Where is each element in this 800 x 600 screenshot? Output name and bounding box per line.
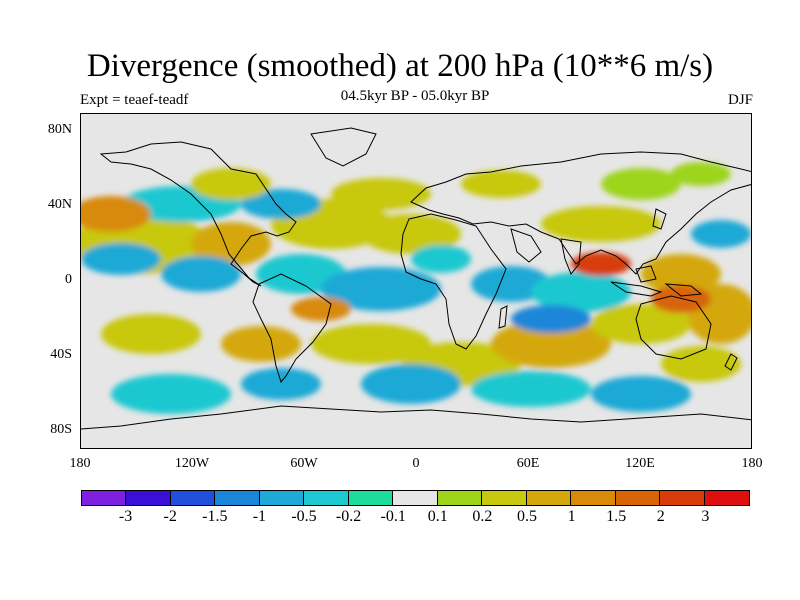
colorbar-tick-label: 0.1 bbox=[427, 508, 448, 525]
lat-label-40n: 40N bbox=[47, 197, 72, 212]
divergence-contour-region bbox=[361, 364, 461, 404]
coastline-new-zealand bbox=[724, 353, 738, 371]
colorbar-tick-label: 3 bbox=[701, 508, 710, 525]
lat-label-80n: 80N bbox=[47, 122, 72, 137]
lon-label-180w: 180 bbox=[69, 456, 91, 471]
colorbar-tick-label: 0.5 bbox=[517, 508, 537, 525]
colorbar-swatch bbox=[660, 491, 705, 505]
divergence-contour-region bbox=[691, 220, 751, 248]
colorbar-swatch bbox=[437, 491, 483, 505]
colorbar-swatch bbox=[215, 491, 260, 505]
divergence-contour-region bbox=[601, 168, 681, 200]
coastline-antarctica bbox=[81, 405, 751, 430]
divergence-map bbox=[81, 114, 751, 448]
divergence-contour-region bbox=[191, 222, 271, 266]
lon-label-60w: 60W bbox=[290, 456, 318, 471]
divergence-contour-region bbox=[361, 214, 461, 254]
colorbar-swatch bbox=[526, 491, 572, 505]
divergence-contour-region bbox=[541, 206, 661, 242]
lon-label-120w: 120W bbox=[174, 456, 210, 471]
lon-label-60e: 60E bbox=[516, 456, 540, 471]
coastline-south-america bbox=[252, 273, 332, 384]
divergence-contour-region bbox=[291, 297, 351, 321]
divergence-contour-region bbox=[241, 368, 321, 400]
colorbar-swatch bbox=[482, 491, 527, 505]
period-label: 04.5kyr BP - 05.0kyr BP bbox=[340, 88, 490, 104]
divergence-contour-region bbox=[531, 272, 631, 312]
divergence-contour-region bbox=[591, 304, 691, 344]
colorbar-swatch bbox=[259, 491, 305, 505]
colorbar-tick-label: -3 bbox=[118, 508, 133, 525]
divergence-contour-region bbox=[221, 326, 301, 362]
colorbar-swatch bbox=[304, 491, 349, 505]
divergence-contour-region bbox=[491, 320, 611, 368]
lon-label-0: 0 bbox=[412, 456, 420, 471]
divergence-contour-region bbox=[641, 254, 721, 294]
colorbar-swatch bbox=[82, 491, 127, 505]
lat-label-80s: 80S bbox=[50, 422, 72, 437]
lat-label-40s: 40S bbox=[50, 347, 72, 362]
colorbar bbox=[81, 490, 750, 506]
map-panel bbox=[80, 113, 752, 449]
lon-label-120e: 120E bbox=[625, 456, 655, 471]
colorbar-tick-label: -0.5 bbox=[291, 508, 317, 525]
colorbar-tick-label: -1 bbox=[252, 508, 267, 525]
coastline-indonesia bbox=[610, 281, 663, 297]
coastline-madagascar bbox=[498, 305, 508, 329]
coastline-arabia bbox=[510, 228, 542, 263]
coastline-africa bbox=[400, 213, 507, 350]
divergence-contour-region bbox=[161, 256, 241, 292]
coastline-japan bbox=[652, 208, 667, 230]
colorbar-tick-label: -0.1 bbox=[380, 508, 406, 525]
divergence-contour-region bbox=[461, 170, 541, 198]
plot-title: Divergence (smoothed) at 200 hPa (10**6 … bbox=[86, 48, 714, 84]
divergence-contour-region bbox=[591, 376, 691, 412]
colorbar-tick-label: -1.5 bbox=[202, 508, 228, 525]
divergence-contour-region bbox=[651, 285, 711, 313]
lat-label-eq: 0 bbox=[65, 272, 72, 287]
colorbar-tick-label: -0.2 bbox=[335, 508, 362, 525]
colorbar-tick-label: -2 bbox=[163, 508, 177, 525]
divergence-contour-region bbox=[101, 314, 201, 354]
colorbar-swatch bbox=[571, 491, 616, 505]
lon-label-180e: 180 bbox=[741, 456, 763, 471]
coastline-eurasia bbox=[410, 151, 751, 275]
colorbar-swatch bbox=[170, 491, 216, 505]
colorbar-tick-label: 1 bbox=[567, 508, 576, 525]
coastline-greenland bbox=[310, 127, 377, 167]
colorbar-tick-label: 0.2 bbox=[472, 508, 493, 525]
colorbar-swatch bbox=[393, 491, 438, 505]
coastline-north-america bbox=[99, 141, 297, 287]
divergence-contour-region bbox=[111, 374, 231, 414]
divergence-contour-region bbox=[661, 346, 741, 382]
divergence-contour-region bbox=[241, 189, 321, 219]
divergence-contour-region bbox=[331, 178, 431, 210]
divergence-contour-region bbox=[671, 162, 731, 186]
colorbar-swatch bbox=[126, 491, 171, 505]
coastline-borneo bbox=[635, 265, 657, 283]
divergence-contour-region bbox=[311, 324, 431, 364]
divergence-contour-region bbox=[571, 252, 631, 276]
coastline-india bbox=[560, 238, 582, 275]
divergence-contour-region bbox=[511, 305, 591, 333]
divergence-contour-region bbox=[471, 371, 591, 407]
experiment-label: Expt = teaef-teadf bbox=[80, 92, 189, 108]
divergence-contour-region bbox=[81, 196, 151, 232]
colorbar-tick-label: 2 bbox=[656, 508, 665, 525]
divergence-contour-region bbox=[191, 168, 271, 200]
colorbar-tick-label: 1.5 bbox=[606, 508, 627, 525]
divergence-contour-region bbox=[471, 266, 551, 302]
colorbar-swatch bbox=[348, 491, 394, 505]
divergence-contour-region bbox=[321, 267, 441, 311]
season-label: DJF bbox=[727, 92, 753, 108]
coastline-new-guinea bbox=[664, 283, 703, 297]
colorbar-swatch bbox=[615, 491, 661, 505]
divergence-contour-region bbox=[411, 245, 471, 273]
colorbar-swatch bbox=[704, 491, 750, 505]
divergence-contour-region bbox=[81, 243, 161, 275]
coastline-australia bbox=[635, 295, 712, 360]
